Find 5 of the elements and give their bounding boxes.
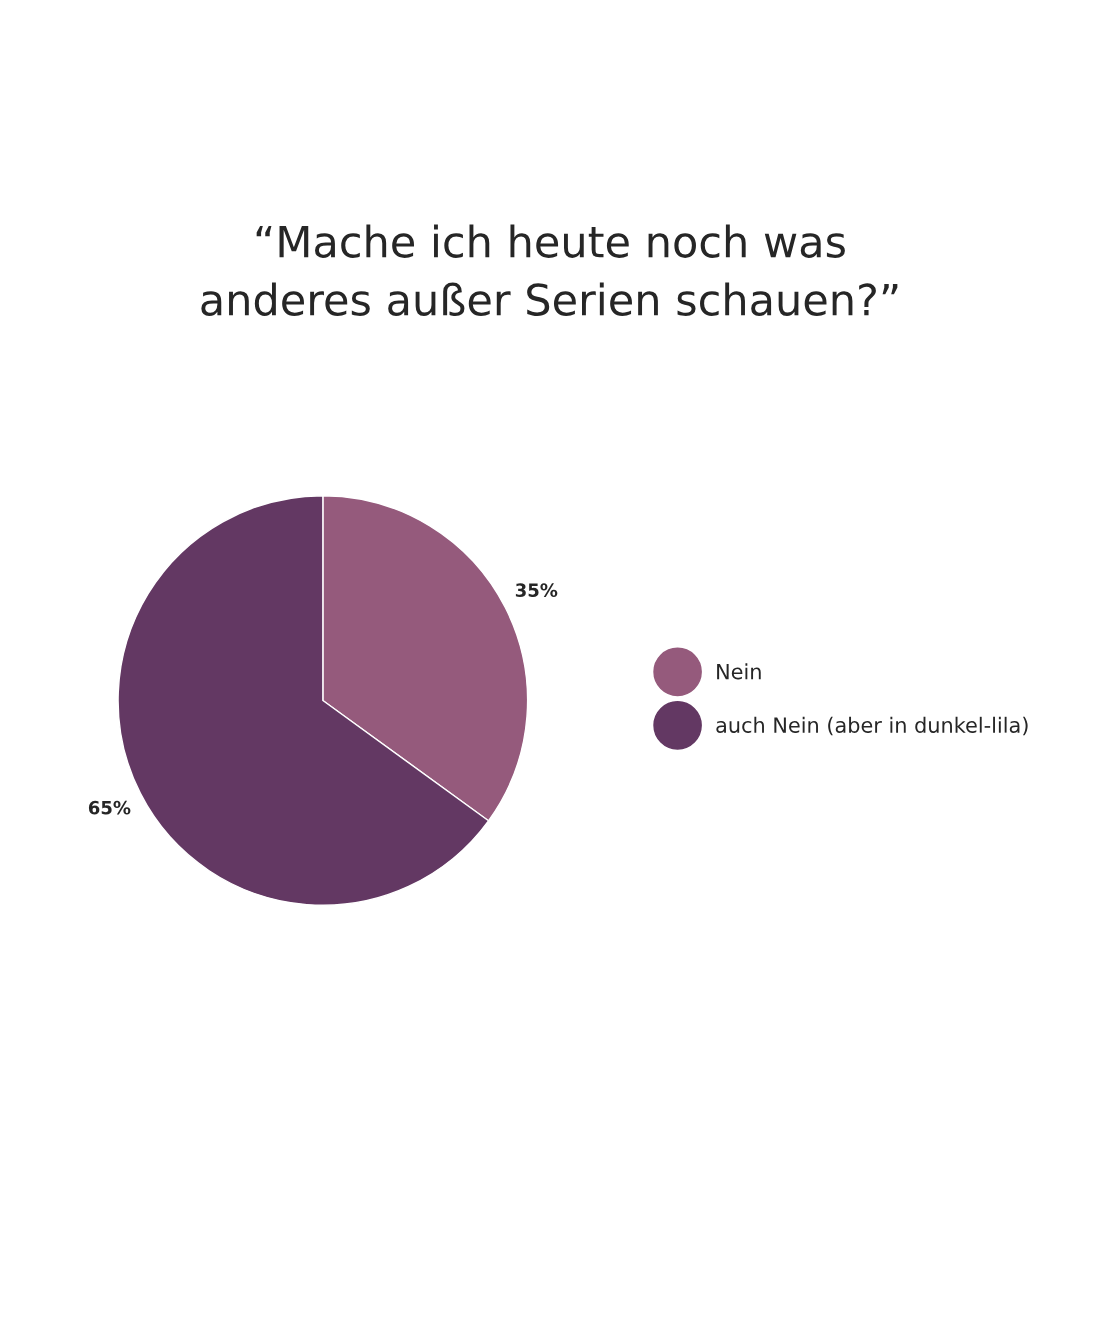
legend-label: auch Nein (aber in dunkel-lila): [716, 716, 1028, 736]
data-label: 35%: [515, 583, 558, 597]
chart-title: “Mache ich heute noch was anderes außer Serien schauen?”: [201, 224, 898, 316]
legend-label: Nein: [717, 663, 761, 680]
data-label: 65%: [88, 800, 131, 815]
